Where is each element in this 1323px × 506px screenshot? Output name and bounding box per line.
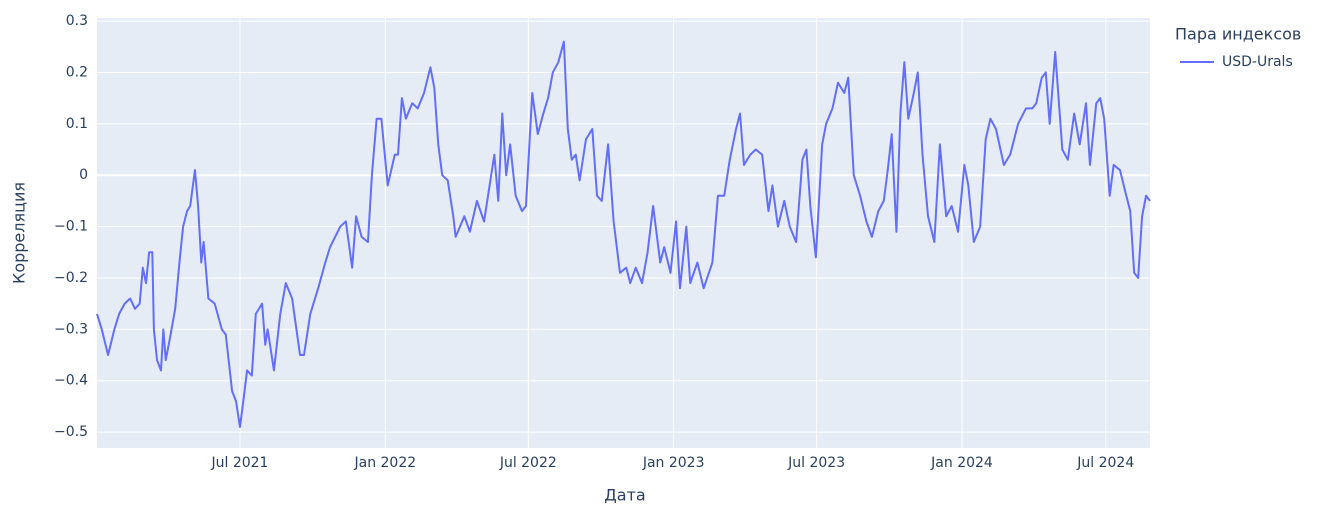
x-tick-label: Jul 2023: [787, 455, 845, 471]
y-tick-label: 0: [79, 167, 88, 183]
x-tick-label: Jan 2024: [930, 455, 993, 471]
x-tick-label: Jan 2023: [642, 455, 705, 471]
x-tick-label: Jan 2022: [353, 455, 416, 471]
y-tick-label: −0.5: [54, 424, 88, 440]
data-line: [96, 40, 1151, 428]
y-tick-label: 0.3: [66, 13, 88, 29]
legend-label: USD-Urals: [1222, 54, 1293, 70]
x-tick-label: Jul 2022: [499, 455, 557, 471]
y-tick-label: −0.3: [54, 321, 88, 337]
y-tick-label: −0.2: [54, 270, 88, 286]
y-tick-label: 0.1: [66, 116, 88, 132]
y-tick-label: 0.2: [66, 64, 88, 80]
y-axis-title: Корреляция: [10, 182, 29, 284]
x-tick-label: Jul 2021: [210, 455, 268, 471]
plot-area: [97, 18, 1150, 448]
legend-title: Пара индексов: [1175, 25, 1301, 44]
x-axis-title: Дата: [604, 486, 645, 505]
y-tick-label: −0.1: [54, 219, 88, 235]
x-tick-label: Jul 2024: [1076, 455, 1134, 471]
y-tick-label: −0.4: [54, 373, 88, 389]
